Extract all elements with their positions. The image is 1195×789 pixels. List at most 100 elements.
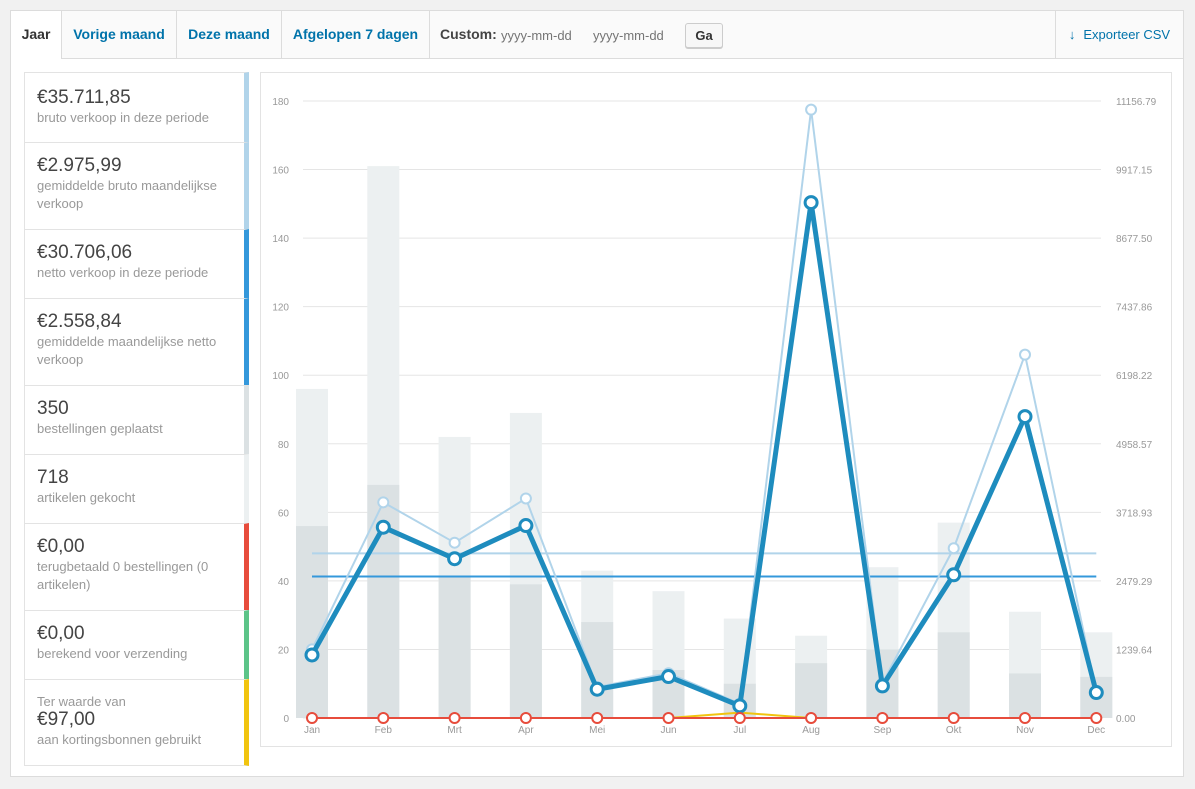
y-right-tick-label: 2479.29: [1116, 577, 1153, 588]
legend-label: gemiddelde maandelijkse netto verkoop: [37, 334, 217, 367]
legend-item-orders[interactable]: 350 bestellingen geplaatst: [24, 385, 249, 454]
chart-legend: €35.711,85 bruto verkoop in deze periode…: [24, 72, 249, 766]
bar-orders: [1009, 673, 1041, 718]
x-tick-label: Mrt: [447, 725, 462, 736]
legend-label: netto verkoop in deze periode: [37, 265, 209, 280]
y-right-tick-label: 1239.64: [1116, 645, 1153, 656]
net-sales-point: [946, 567, 962, 583]
refunds-point: [947, 712, 960, 724]
y-right-tick-label: 3718.93: [1116, 508, 1153, 519]
net-sales-point: [304, 647, 320, 663]
x-tick-label: Apr: [518, 725, 534, 736]
bar-orders: [581, 622, 614, 718]
refunds-point: [876, 712, 889, 724]
legend-amount: 350: [37, 398, 69, 419]
legend-label: berekend voor verzending: [37, 646, 188, 661]
tab-last-7-days[interactable]: Afgelopen 7 dagen: [282, 11, 430, 58]
refunds-point: [377, 712, 390, 724]
y-right-tick-label: 9917.15: [1116, 166, 1153, 177]
legend-amount: €97,00: [37, 709, 96, 730]
y-left-tick-label: 0: [283, 714, 289, 725]
x-tick-label: Dec: [1087, 725, 1105, 736]
gross-sales-point: [947, 542, 960, 555]
gross-sales-line: [311, 108, 1098, 705]
gross-sales-point: [519, 492, 532, 505]
legend-item-net-sales[interactable]: €30.706,06 netto verkoop in deze periode: [24, 229, 249, 298]
legend-amount: €2.558,84: [37, 311, 122, 332]
legend-item-shipping[interactable]: €0,00 berekend voor verzending: [24, 610, 249, 679]
tab-last-month[interactable]: Vorige maand: [62, 11, 177, 58]
legend-prefix: Ter waarde van: [37, 694, 126, 709]
download-arrow-icon: ↓: [1068, 27, 1076, 42]
legend-label: artikelen gekocht: [37, 490, 136, 505]
legend-item-avg-gross-sales[interactable]: €2.975,99 gemiddelde bruto maandelijkse …: [24, 142, 249, 229]
gross-sales-point: [1019, 348, 1031, 361]
x-tick-label: Mei: [589, 725, 605, 736]
legend-label: aan kortingsbonnen gebruikt: [37, 732, 202, 747]
y-right-tick-label: 11156.79: [1116, 97, 1157, 108]
legend-item-coupons[interactable]: Ter waarde van €97,00 aan kortingsbonnen…: [24, 679, 249, 766]
report-panel: Jaar Vorige maand Deze maand Afgelopen 7…: [10, 10, 1184, 777]
legend-item-gross-sales[interactable]: €35.711,85 bruto verkoop in deze periode: [24, 72, 249, 142]
legend-label: bruto verkoop in deze periode: [37, 110, 210, 125]
bar-orders: [509, 584, 542, 718]
export-csv-button[interactable]: ↓ Exporteer CSV: [1055, 11, 1183, 58]
bar-orders: [795, 663, 828, 718]
bar-orders: [937, 632, 970, 718]
legend-amount: €0,00: [37, 623, 85, 644]
x-tick-label: Jul: [733, 725, 746, 736]
x-tick-label: Jun: [660, 725, 676, 736]
y-left-tick-label: 140: [272, 234, 289, 245]
end-date-input[interactable]: [593, 25, 673, 45]
gross-sales-point: [805, 103, 818, 116]
legend-item-avg-net-sales[interactable]: €2.558,84 gemiddelde maandelijkse netto …: [24, 298, 249, 385]
refunds-point: [306, 712, 318, 724]
y-right-tick-label: 8677.50: [1116, 234, 1153, 245]
legend-item-refunds[interactable]: €0,00 terugbetaald 0 bestellingen (0 art…: [24, 523, 249, 610]
refunds-point: [1090, 712, 1103, 724]
y-right-tick-label: 0.00: [1116, 714, 1136, 725]
sales-chart: 0 0.00 20 1239.64 40 2479.29 60 3718.93 80 4958.5…: [260, 72, 1172, 747]
x-tick-label: Okt: [946, 725, 962, 736]
net-sales-point: [661, 669, 676, 685]
refunds-point: [662, 712, 675, 724]
y-left-tick-label: 160: [272, 166, 289, 177]
go-button[interactable]: Ga: [685, 23, 723, 48]
legend-amount: €35.711,85: [37, 87, 131, 108]
net-sales-point: [874, 678, 890, 694]
x-tick-label: Nov: [1016, 725, 1034, 736]
y-left-tick-label: 120: [272, 303, 289, 314]
refunds-point: [805, 712, 818, 724]
bar-orders: [296, 526, 328, 718]
start-date-input[interactable]: [501, 25, 581, 45]
net-sales-point: [518, 518, 534, 534]
x-tick-label: Aug: [802, 725, 820, 736]
custom-label: Custom:: [440, 26, 497, 42]
bar-orders: [438, 577, 471, 718]
y-left-tick-label: 80: [278, 440, 290, 451]
net-sales-point: [375, 519, 391, 535]
legend-amount: €0,00: [37, 536, 85, 557]
net-sales-point: [732, 698, 748, 714]
legend-amount: €2.975,99: [37, 155, 122, 176]
net-sales-point: [1017, 409, 1033, 425]
x-tick-label: Feb: [375, 725, 393, 736]
y-left-tick-label: 60: [278, 508, 290, 519]
gross-sales-point: [377, 496, 390, 509]
y-right-tick-label: 7437.86: [1116, 303, 1153, 314]
refunds-point: [733, 712, 746, 724]
legend-label: gemiddelde bruto maandelijkse verkoop: [37, 178, 217, 211]
legend-amount: €30.706,06: [37, 242, 133, 263]
tab-year[interactable]: Jaar: [11, 11, 62, 59]
export-label: Exporteer CSV: [1083, 27, 1171, 42]
refunds-point: [591, 712, 604, 724]
tab-this-month[interactable]: Deze maand: [177, 11, 282, 58]
y-left-tick-label: 180: [272, 97, 289, 108]
refunds-point: [1019, 712, 1031, 724]
y-left-tick-label: 40: [278, 577, 290, 588]
net-sales-point: [589, 681, 605, 697]
legend-item-items[interactable]: 718 artikelen gekocht: [24, 454, 249, 523]
y-right-tick-label: 6198.22: [1116, 371, 1153, 382]
net-sales-point: [803, 195, 819, 211]
legend-label: terugbetaald 0 bestellingen (0 artikelen…: [37, 559, 209, 592]
